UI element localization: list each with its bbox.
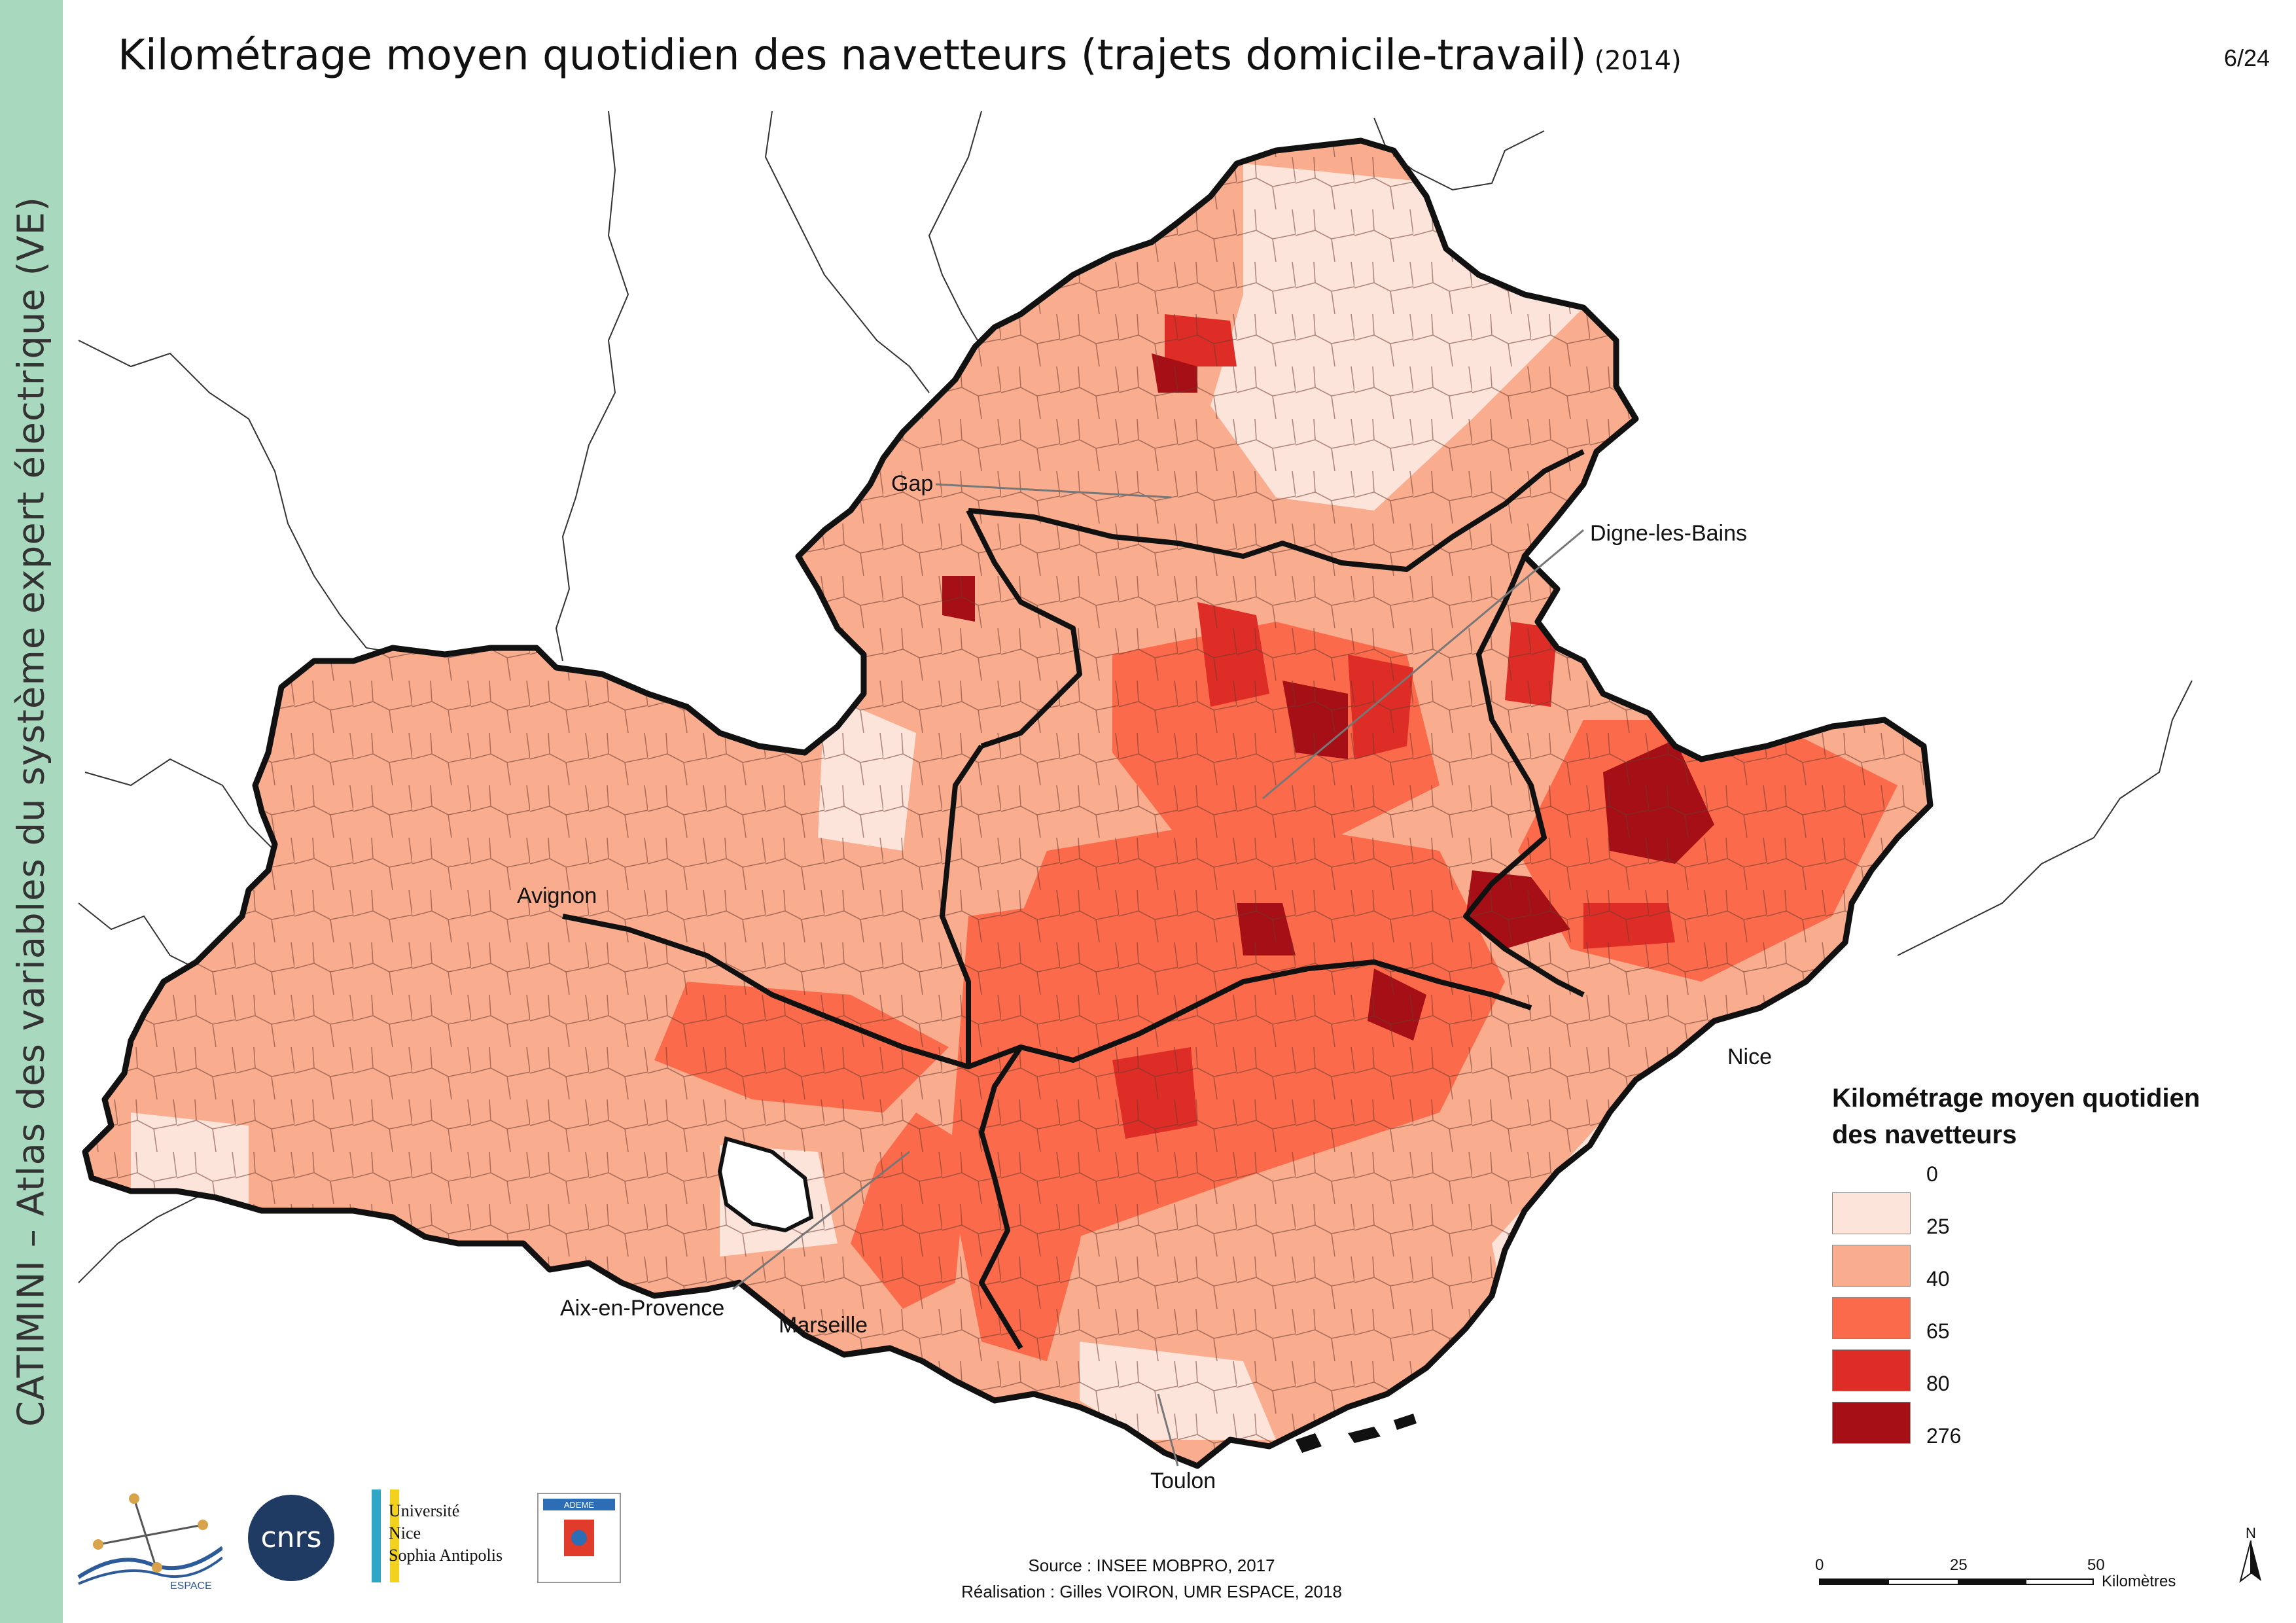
city-label: Marseille: [779, 1313, 868, 1338]
legend-break: 25: [1926, 1215, 1950, 1238]
espace-logo: ESPACE: [77, 1493, 222, 1590]
legend-swatch: [1832, 1402, 1911, 1444]
north-label: N: [2246, 1525, 2256, 1541]
city-label: Digne-les-Bains: [1590, 521, 1747, 546]
map-year: (2014): [1594, 46, 1682, 76]
city-label: Nice: [1727, 1044, 1773, 1069]
city-label: Gap: [891, 471, 934, 496]
north-arrow-icon: [2239, 1541, 2261, 1583]
choropleth-map: [78, 111, 2193, 1492]
city-label: Avignon: [517, 883, 597, 908]
ademe-logo-text: ADEME: [564, 1500, 595, 1510]
legend-swatch: [1832, 1192, 1911, 1234]
page-number: 6/24: [2223, 45, 2270, 71]
scale-tick-label: 0: [1815, 1556, 1824, 1574]
map-title-text: Kilométrage moyen quotidien des navetteu…: [118, 31, 1587, 80]
north-arrow: N: [2238, 1525, 2264, 1584]
source-credit: Source : INSEE MOBPRO, 2017 Réalisation …: [798, 1552, 1505, 1605]
etang-de-berre: [717, 1136, 814, 1233]
legend: Kilométrage moyen quotidien des navetteu…: [1832, 1080, 2251, 1448]
university-logo: Université Nice Sophia Antipolis: [366, 1487, 503, 1585]
scale-bar: 0 25 50: [1815, 1556, 2105, 1596]
legend-swatch: [1832, 1297, 1911, 1339]
sidebar: CATIMINI – Atlas des variables du systèm…: [0, 0, 63, 1623]
scale-unit: Kilomètres: [2102, 1573, 2176, 1590]
legend-swatch: [1832, 1245, 1911, 1287]
city-label: Aix-en-Provence: [560, 1296, 725, 1321]
city-label: Toulon: [1150, 1469, 1216, 1493]
ademe-logo: ADEME: [537, 1493, 621, 1583]
author-line: Réalisation : Gilles VOIRON, UMR ESPACE,…: [961, 1582, 1342, 1601]
legend-break: 80: [1926, 1372, 1950, 1395]
legend-break: 65: [1926, 1319, 1950, 1343]
legend-swatch: [1832, 1349, 1911, 1391]
legend-break: 40: [1926, 1267, 1950, 1291]
legend-title: Kilométrage moyen quotidien des navetteu…: [1832, 1084, 2200, 1149]
scale-tick-label: 25: [1950, 1556, 1968, 1574]
legend-break: 0: [1926, 1162, 1938, 1186]
cnrs-logo: cnrs: [248, 1495, 334, 1581]
scale-tick-label: 50: [2087, 1556, 2105, 1574]
department-boundaries: [562, 449, 1585, 1350]
university-line-2: Nice: [389, 1524, 421, 1543]
islands: [1296, 1414, 1417, 1453]
university-line-1: Université: [389, 1501, 460, 1520]
university-line-3: Sophia Antipolis: [389, 1546, 503, 1565]
leader-lines: [732, 483, 1584, 1467]
cnrs-logo-text: cnrs: [260, 1521, 321, 1554]
map-title: Kilométrage moyen quotidien des navetteu…: [118, 31, 1682, 80]
atlas-title: CATIMINI – Atlas des variables du systèm…: [10, 196, 53, 1427]
background-boundaries: [78, 111, 2193, 1283]
source-line: Source : INSEE MOBPRO, 2017: [1028, 1556, 1275, 1575]
legend-break: 276: [1926, 1424, 1962, 1448]
espace-logo-text: ESPACE: [170, 1580, 212, 1590]
scale-bar-graphic: [1819, 1578, 2094, 1585]
